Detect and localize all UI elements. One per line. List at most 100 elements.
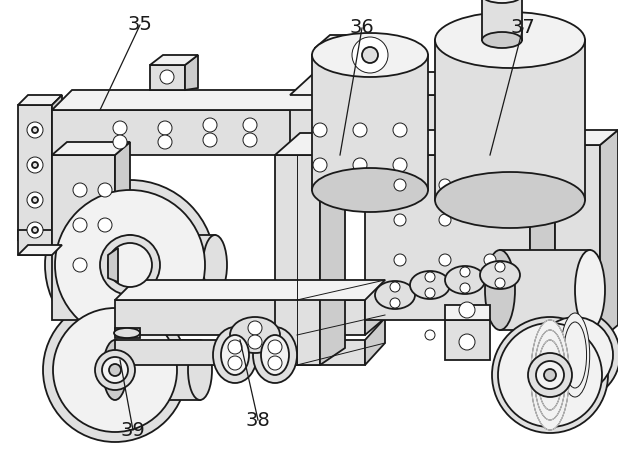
- Ellipse shape: [561, 313, 590, 397]
- Circle shape: [243, 133, 257, 147]
- Circle shape: [113, 135, 127, 149]
- Polygon shape: [52, 95, 62, 240]
- Ellipse shape: [188, 340, 212, 400]
- Polygon shape: [275, 133, 345, 155]
- Circle shape: [268, 340, 282, 354]
- Polygon shape: [555, 145, 600, 340]
- Circle shape: [459, 334, 475, 350]
- Ellipse shape: [118, 235, 142, 295]
- Circle shape: [536, 361, 564, 389]
- Circle shape: [484, 254, 496, 266]
- Circle shape: [158, 135, 172, 149]
- Polygon shape: [312, 55, 428, 190]
- Polygon shape: [18, 245, 62, 255]
- Ellipse shape: [480, 261, 520, 289]
- Polygon shape: [52, 110, 340, 155]
- Circle shape: [27, 222, 43, 238]
- Ellipse shape: [114, 328, 140, 338]
- Ellipse shape: [410, 271, 450, 299]
- Circle shape: [248, 321, 262, 335]
- Polygon shape: [500, 250, 590, 330]
- Circle shape: [73, 218, 87, 232]
- Circle shape: [393, 123, 407, 137]
- Circle shape: [95, 350, 135, 390]
- Circle shape: [544, 369, 556, 381]
- Circle shape: [32, 162, 38, 168]
- Text: 35: 35: [127, 16, 153, 35]
- Polygon shape: [18, 95, 62, 105]
- Polygon shape: [150, 65, 185, 90]
- Circle shape: [498, 323, 602, 427]
- Circle shape: [352, 37, 388, 73]
- Circle shape: [313, 123, 327, 137]
- Polygon shape: [115, 340, 365, 365]
- Circle shape: [394, 214, 406, 226]
- Circle shape: [492, 317, 608, 433]
- Circle shape: [203, 118, 217, 132]
- Polygon shape: [52, 155, 115, 320]
- Circle shape: [390, 298, 400, 308]
- Circle shape: [313, 158, 327, 172]
- Circle shape: [528, 353, 572, 397]
- Polygon shape: [290, 95, 450, 200]
- Circle shape: [98, 218, 112, 232]
- Circle shape: [32, 127, 38, 133]
- Circle shape: [27, 192, 43, 208]
- Polygon shape: [365, 318, 385, 365]
- Polygon shape: [115, 142, 130, 320]
- Circle shape: [98, 183, 112, 197]
- Circle shape: [484, 214, 496, 226]
- Circle shape: [439, 254, 451, 266]
- Circle shape: [484, 179, 496, 191]
- Circle shape: [73, 183, 87, 197]
- Circle shape: [394, 254, 406, 266]
- Polygon shape: [365, 280, 385, 335]
- Circle shape: [27, 122, 43, 138]
- Ellipse shape: [203, 235, 227, 295]
- Circle shape: [248, 335, 262, 349]
- Polygon shape: [450, 72, 475, 200]
- Circle shape: [394, 179, 406, 191]
- Ellipse shape: [435, 172, 585, 228]
- Polygon shape: [115, 300, 365, 335]
- Polygon shape: [52, 142, 130, 155]
- Circle shape: [460, 283, 470, 293]
- Polygon shape: [482, 0, 522, 40]
- Polygon shape: [275, 155, 320, 365]
- Circle shape: [353, 158, 367, 172]
- Circle shape: [495, 262, 505, 272]
- Ellipse shape: [485, 250, 515, 330]
- Circle shape: [32, 227, 38, 233]
- Ellipse shape: [253, 327, 297, 383]
- Circle shape: [55, 190, 205, 340]
- Polygon shape: [365, 130, 555, 155]
- Polygon shape: [18, 105, 52, 240]
- Circle shape: [158, 121, 172, 135]
- Polygon shape: [530, 130, 555, 320]
- Circle shape: [362, 47, 378, 63]
- Circle shape: [268, 356, 282, 370]
- Circle shape: [43, 298, 187, 442]
- Circle shape: [537, 317, 613, 393]
- Polygon shape: [150, 55, 198, 65]
- Ellipse shape: [534, 330, 565, 420]
- Circle shape: [495, 278, 505, 288]
- Ellipse shape: [312, 33, 428, 77]
- Circle shape: [32, 197, 38, 203]
- Polygon shape: [445, 320, 490, 360]
- Circle shape: [53, 308, 177, 432]
- Polygon shape: [52, 90, 360, 110]
- Text: 38: 38: [245, 411, 271, 429]
- Polygon shape: [115, 328, 140, 338]
- Circle shape: [73, 258, 87, 272]
- Circle shape: [425, 272, 435, 282]
- Polygon shape: [130, 235, 215, 295]
- Polygon shape: [18, 230, 52, 255]
- Ellipse shape: [213, 327, 257, 383]
- Circle shape: [113, 121, 127, 135]
- Polygon shape: [435, 40, 585, 200]
- Circle shape: [459, 302, 475, 318]
- Ellipse shape: [230, 317, 280, 353]
- Polygon shape: [315, 35, 365, 48]
- Ellipse shape: [261, 335, 289, 375]
